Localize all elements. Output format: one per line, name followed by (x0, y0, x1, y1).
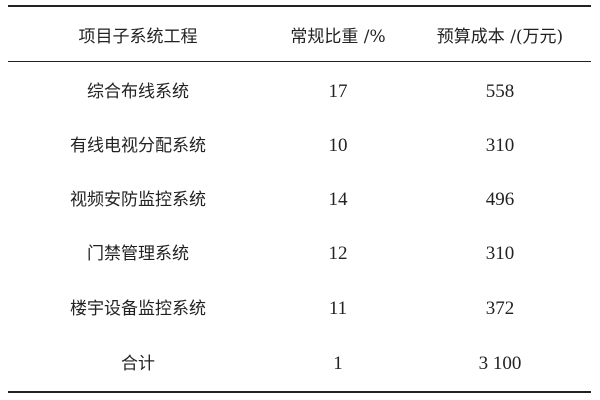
total-label: 合计 (121, 354, 155, 374)
header-budget: 预算成本 /(万元) (436, 27, 564, 47)
table-row: 综合布线系统 17 558 (8, 77, 591, 107)
subsystem-cell: 视频安防监控系统 (70, 190, 206, 210)
ratio-cell: 10 (328, 135, 348, 156)
budget-cell: 496 (485, 189, 515, 210)
ratio-cell: 17 (328, 81, 348, 102)
header-subsystem: 项目子系统工程 (78, 27, 198, 47)
budget-cell: 558 (485, 81, 515, 102)
table-row: 楼宇设备监控系统 11 372 (8, 294, 591, 324)
bottom-rule (8, 391, 591, 393)
header-ratio: 常规比重 /% (290, 27, 386, 47)
header-row: 项目子系统工程 常规比重 /% 预算成本 /(万元) (8, 22, 591, 52)
subsystem-cell: 综合布线系统 (87, 82, 189, 102)
top-rule (8, 5, 591, 7)
total-budget: 3 100 (478, 353, 522, 374)
table-row: 门禁管理系统 12 310 (8, 239, 591, 269)
total-row: 合计 1 3 100 (8, 349, 591, 379)
ratio-cell: 11 (328, 298, 348, 319)
subsystem-cell: 门禁管理系统 (87, 244, 189, 264)
ratio-cell: 12 (328, 243, 348, 264)
ratio-cell: 14 (328, 189, 348, 210)
table-row: 视频安防监控系统 14 496 (8, 185, 591, 215)
subsystem-cell: 楼宇设备监控系统 (70, 299, 206, 319)
subsystem-cell: 有线电视分配系统 (70, 136, 206, 156)
budget-cell: 310 (485, 135, 515, 156)
table-row: 有线电视分配系统 10 310 (8, 131, 591, 161)
budget-cell: 310 (485, 243, 515, 264)
header-rule (8, 61, 591, 62)
total-ratio: 1 (333, 353, 343, 374)
budget-cell: 372 (485, 298, 515, 319)
